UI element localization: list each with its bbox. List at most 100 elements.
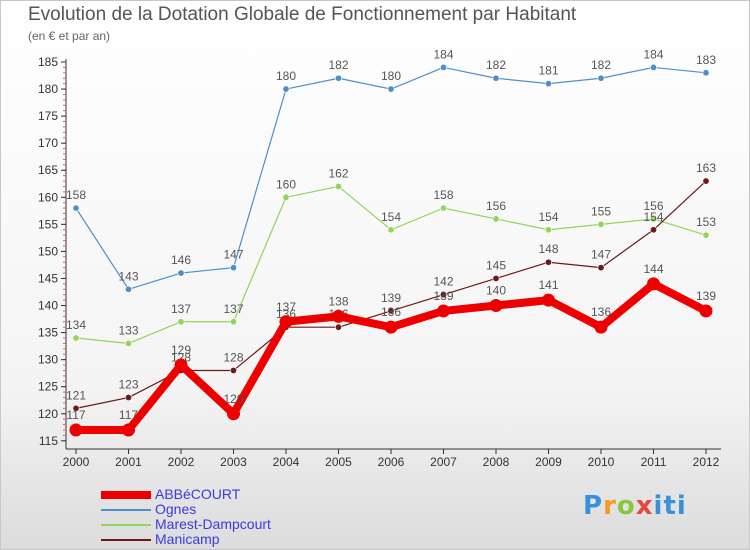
data-label-marest-dampcourt: 160 xyxy=(276,177,296,191)
data-point-abb-court xyxy=(69,423,83,437)
chart-subtitle: (en € et par an) xyxy=(28,29,111,43)
legend-item: Ognes xyxy=(101,502,271,517)
x-tick-label: 2008 xyxy=(483,455,510,469)
y-tick-label: 145 xyxy=(38,271,58,285)
y-tick-label: 185 xyxy=(38,55,58,69)
data-label-ognes: 181 xyxy=(538,64,558,78)
data-label-marest-dampcourt: 134 xyxy=(66,318,86,332)
data-label-ognes: 147 xyxy=(223,248,243,262)
data-point-marest-dampcourt xyxy=(72,334,80,342)
y-tick-label: 170 xyxy=(38,136,58,150)
data-label-marest-dampcourt: 153 xyxy=(696,215,716,229)
data-label-manicamp: 123 xyxy=(118,378,138,392)
data-point-abb-court xyxy=(647,277,660,291)
data-point-manicamp xyxy=(649,226,657,234)
data-point-abb-court xyxy=(122,423,135,437)
x-tick-label: 2003 xyxy=(220,455,247,469)
data-point-marest-dampcourt xyxy=(334,182,342,190)
data-label-abb-court: 136 xyxy=(591,305,611,319)
data-point-ognes xyxy=(597,74,605,82)
y-tick-label: 120 xyxy=(38,407,58,421)
y-tick-label: 175 xyxy=(38,109,58,123)
data-point-abb-court xyxy=(332,309,345,323)
data-point-manicamp xyxy=(72,404,80,412)
data-point-marest-dampcourt xyxy=(702,231,710,239)
data-label-ognes: 182 xyxy=(328,58,348,72)
data-point-manicamp xyxy=(702,177,710,185)
y-tick-label: 150 xyxy=(38,244,58,258)
x-tick-label: 2001 xyxy=(115,455,142,469)
data-label-marest-dampcourt: 155 xyxy=(591,204,611,218)
data-label-ognes: 143 xyxy=(118,269,138,283)
legend-label: ABBéCOURT xyxy=(155,486,241,502)
data-point-abb-court xyxy=(174,358,188,372)
data-point-abb-court xyxy=(437,304,450,318)
data-label-abb-court: 144 xyxy=(643,262,663,276)
legend-swatch xyxy=(101,508,151,511)
data-point-manicamp xyxy=(492,274,500,282)
y-tick-label: 125 xyxy=(38,380,58,394)
data-label-manicamp: 163 xyxy=(696,161,716,175)
data-point-marest-dampcourt xyxy=(544,226,552,234)
data-point-ognes xyxy=(492,74,500,82)
legend-label: Manicamp xyxy=(155,531,220,547)
data-label-abb-court: 141 xyxy=(538,278,558,292)
data-label-manicamp: 121 xyxy=(66,388,86,402)
y-tick-label: 130 xyxy=(38,353,58,367)
data-label-abb-court: 117 xyxy=(66,408,85,422)
y-tick-label: 135 xyxy=(38,326,58,340)
data-label-ognes: 146 xyxy=(171,253,191,267)
data-point-ognes xyxy=(439,63,447,71)
data-label-abb-court: 139 xyxy=(696,289,716,303)
data-point-ognes xyxy=(282,85,290,93)
y-tick-label: 140 xyxy=(38,299,58,313)
data-label-marest-dampcourt: 133 xyxy=(118,323,138,337)
data-point-abb-court xyxy=(489,299,503,313)
data-label-manicamp: 148 xyxy=(538,242,558,256)
data-label-ognes: 182 xyxy=(486,58,506,72)
x-tick-label: 2010 xyxy=(588,455,615,469)
x-tick-label: 2011 xyxy=(641,455,667,469)
data-point-marest-dampcourt xyxy=(230,318,238,326)
data-label-marest-dampcourt: 156 xyxy=(643,199,663,213)
data-label-ognes: 183 xyxy=(696,53,716,67)
data-point-marest-dampcourt xyxy=(125,339,133,347)
data-label-abb-court: 120 xyxy=(223,392,243,406)
data-label-abb-court: 137 xyxy=(276,300,296,314)
data-point-manicamp xyxy=(334,323,342,331)
data-label-ognes: 180 xyxy=(381,69,401,83)
x-tick-label: 2002 xyxy=(168,455,195,469)
data-label-ognes: 158 xyxy=(66,188,86,202)
legend-swatch xyxy=(101,490,151,499)
data-label-abb-court: 117 xyxy=(119,408,138,422)
data-label-ognes: 182 xyxy=(591,58,611,72)
data-point-manicamp xyxy=(597,264,605,272)
data-point-abb-court xyxy=(279,315,293,329)
data-point-ognes xyxy=(334,74,342,82)
data-label-ognes: 180 xyxy=(276,69,296,83)
data-point-marest-dampcourt xyxy=(649,215,657,223)
data-label-ognes: 184 xyxy=(433,47,453,61)
data-point-abb-court xyxy=(227,407,240,421)
x-tick-label: 2012 xyxy=(693,455,720,469)
data-point-manicamp xyxy=(387,307,395,315)
data-point-ognes xyxy=(177,269,185,277)
data-point-ognes xyxy=(125,285,133,293)
legend-item: Marest-Dampcourt xyxy=(101,517,271,532)
data-point-ognes xyxy=(72,204,80,212)
data-point-ognes xyxy=(649,63,657,71)
data-label-marest-dampcourt: 154 xyxy=(538,210,558,224)
data-point-abb-court xyxy=(699,304,713,318)
y-tick-label: 165 xyxy=(38,163,58,177)
data-label-marest-dampcourt: 162 xyxy=(328,166,348,180)
legend-swatch xyxy=(101,538,151,541)
legend: ABBéCOURT Ognes Marest-Dampcourt Manicamp xyxy=(101,487,271,547)
x-tick-label: 2006 xyxy=(378,455,405,469)
data-label-manicamp: 147 xyxy=(591,248,611,262)
data-label-manicamp: 154 xyxy=(643,210,663,224)
data-point-abb-court xyxy=(542,293,555,307)
legend-item: Manicamp xyxy=(101,532,271,547)
data-point-manicamp xyxy=(439,291,447,299)
